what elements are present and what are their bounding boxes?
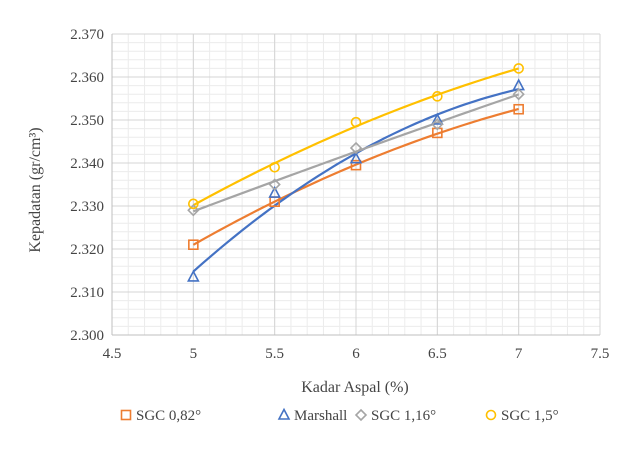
point-sgc-1-5 <box>350 116 362 128</box>
point-sgc-1-5 <box>513 63 524 74</box>
x-tick-label: 5.5 <box>265 346 284 362</box>
legend-marker-sgc-0-82 <box>120 409 132 421</box>
legend-label-sgc-0-82: SGC 0,82° <box>136 408 201 424</box>
legend-label-marshall: Marshall <box>294 408 347 424</box>
tick-labels: 4.5 5 5.5 6 6.5 7 7.5 2.300 2.310 2.320 2.330 2.340… <box>70 27 609 362</box>
point-sgc-0-82 <box>350 159 362 171</box>
data-points <box>187 63 525 282</box>
point-marshall <box>349 151 363 164</box>
y-axis-title: Kepadatan (gr/cm³) <box>27 127 44 252</box>
point-sgc-1-16 <box>187 204 200 217</box>
x-tick-label: 6 <box>352 346 360 362</box>
legend-label-sgc-1-5: SGC 1,5° <box>501 408 559 424</box>
y-tick-label: 2.330 <box>70 199 104 215</box>
y-tick-label: 2.300 <box>70 328 104 344</box>
point-sgc-0-82 <box>188 239 199 250</box>
x-tick-label: 6.5 <box>428 346 447 362</box>
point-marshall <box>187 269 200 282</box>
x-axis-title: Kadar Aspal (%) <box>301 379 409 396</box>
point-sgc-1-16 <box>512 88 525 101</box>
x-tick-label: 7 <box>515 346 523 362</box>
axes <box>111 34 600 336</box>
y-tick-label: 2.370 <box>70 27 104 43</box>
y-tick-label: 2.320 <box>70 242 104 258</box>
legend-marker-sgc-1-5 <box>485 409 497 421</box>
x-tick-label: 5 <box>190 346 198 362</box>
legend-marker-marshall <box>277 407 291 420</box>
y-tick-label: 2.350 <box>70 113 104 129</box>
point-sgc-1-16 <box>349 141 363 155</box>
point-sgc-1-16 <box>268 178 281 191</box>
point-sgc-1-5 <box>269 162 280 173</box>
point-sgc-1-5 <box>188 198 199 210</box>
x-tick-label: 4.5 <box>103 346 122 362</box>
point-sgc-1-16 <box>431 118 444 131</box>
x-tick-label: 7.5 <box>591 346 610 362</box>
legend-label-sgc-1-16: SGC 1,16° <box>371 408 436 424</box>
y-tick-label: 2.310 <box>70 285 104 301</box>
legend-marker-sgc-1-16 <box>354 408 368 422</box>
point-marshall <box>431 112 444 125</box>
point-sgc-1-5 <box>432 91 443 102</box>
legend: SGC 0,82° Marshall SGC 1,16° SGC 1,5° <box>120 407 559 424</box>
trendline-sgc-0-82 <box>192 107 519 246</box>
y-tick-label: 2.360 <box>70 70 104 86</box>
point-sgc-0-82 <box>513 103 524 115</box>
grid <box>111 33 601 336</box>
y-tick-label: 2.340 <box>70 156 104 172</box>
point-marshall <box>268 185 281 198</box>
